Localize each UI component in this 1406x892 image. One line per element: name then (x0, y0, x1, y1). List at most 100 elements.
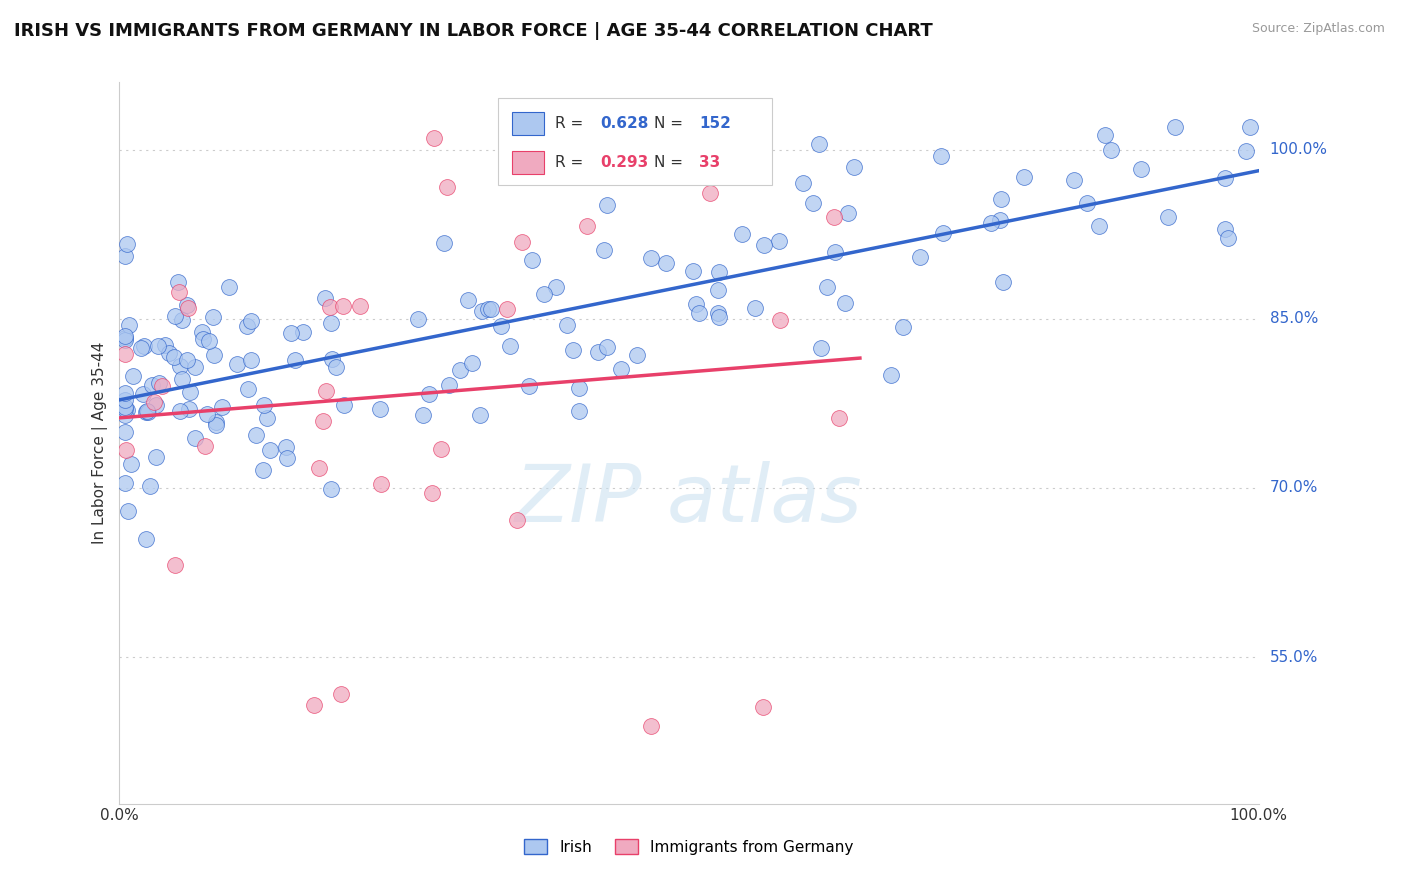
Point (163, 350, 186, 364)
Point (245, 427, 267, 442)
Point (496, 302, 519, 317)
Point (499, 338, 522, 352)
Point (1076, 195, 1098, 210)
Point (142, 395, 165, 409)
Point (114, 333, 136, 347)
Text: ZIP atlas: ZIP atlas (515, 461, 863, 540)
Point (319, 316, 342, 330)
Point (225, 357, 247, 371)
Point (980, 216, 1002, 230)
Point (114, 385, 136, 400)
Point (437, 378, 460, 392)
Point (120, 458, 142, 472)
Point (512, 235, 534, 249)
Point (706, 306, 728, 320)
Point (274, 440, 297, 454)
Point (308, 461, 330, 475)
Point (815, 280, 838, 294)
Point (114, 328, 136, 343)
Point (319, 300, 342, 314)
Point (280, 326, 302, 341)
Point (477, 301, 499, 316)
Point (685, 297, 707, 311)
Point (1234, 144, 1257, 158)
Point (707, 265, 730, 279)
Point (291, 325, 314, 339)
Point (429, 442, 451, 457)
Point (544, 280, 567, 294)
Point (731, 227, 754, 242)
Point (1164, 120, 1187, 134)
Point (177, 402, 200, 417)
Text: 100.0%: 100.0% (1270, 142, 1327, 157)
Point (259, 442, 281, 457)
Point (533, 286, 555, 301)
Point (193, 332, 215, 346)
Point (506, 513, 529, 527)
Point (302, 698, 325, 712)
Point (682, 264, 704, 278)
Point (321, 352, 343, 367)
Point (114, 476, 136, 491)
Point (114, 331, 136, 345)
Point (145, 398, 167, 412)
Point (205, 417, 228, 432)
Point (828, 410, 851, 425)
Point (169, 404, 191, 418)
Point (801, 196, 824, 211)
Point (610, 361, 633, 376)
Text: 152: 152 (699, 116, 731, 131)
Point (461, 356, 484, 370)
Point (146, 338, 169, 352)
Point (655, 255, 678, 269)
Point (315, 384, 337, 398)
Point (807, 137, 830, 152)
Point (179, 385, 201, 400)
Point (114, 346, 136, 360)
Point (240, 353, 263, 368)
Point (211, 401, 233, 415)
Point (1218, 231, 1240, 245)
Point (422, 131, 444, 145)
Point (177, 301, 200, 316)
Point (751, 700, 773, 714)
Point (139, 479, 162, 493)
Text: 0.293: 0.293 (600, 154, 648, 169)
Point (314, 291, 336, 305)
Point (517, 379, 540, 393)
Point (276, 450, 298, 465)
Point (256, 410, 278, 425)
Point (1088, 219, 1111, 233)
Point (202, 348, 225, 362)
Point (1012, 170, 1035, 185)
Point (148, 376, 170, 390)
Text: R =: R = (554, 154, 588, 169)
Point (880, 368, 903, 382)
Point (457, 293, 479, 308)
Point (707, 283, 730, 297)
Point (135, 405, 157, 419)
Point (568, 404, 591, 418)
Point (236, 319, 259, 334)
Point (118, 318, 141, 333)
Text: Source: ZipAtlas.com: Source: ZipAtlas.com (1251, 22, 1385, 36)
Point (330, 687, 353, 701)
Point (145, 450, 167, 464)
Point (333, 398, 356, 412)
Point (596, 198, 619, 212)
Point (418, 387, 440, 401)
Text: N =: N = (654, 116, 688, 131)
Point (1213, 170, 1236, 185)
Point (595, 341, 617, 355)
Point (114, 393, 136, 408)
Text: IRISH VS IMMIGRANTS FROM GERMANY IN LABOR FORCE | AGE 35-44 CORRELATION CHART: IRISH VS IMMIGRANTS FROM GERMANY IN LABO… (14, 22, 932, 40)
Point (520, 253, 543, 268)
Point (690, 163, 713, 178)
Point (406, 311, 429, 326)
Point (991, 275, 1014, 289)
Point (204, 415, 226, 429)
Point (555, 318, 578, 333)
Point (165, 309, 187, 323)
Point (1157, 210, 1180, 224)
Point (988, 213, 1011, 227)
